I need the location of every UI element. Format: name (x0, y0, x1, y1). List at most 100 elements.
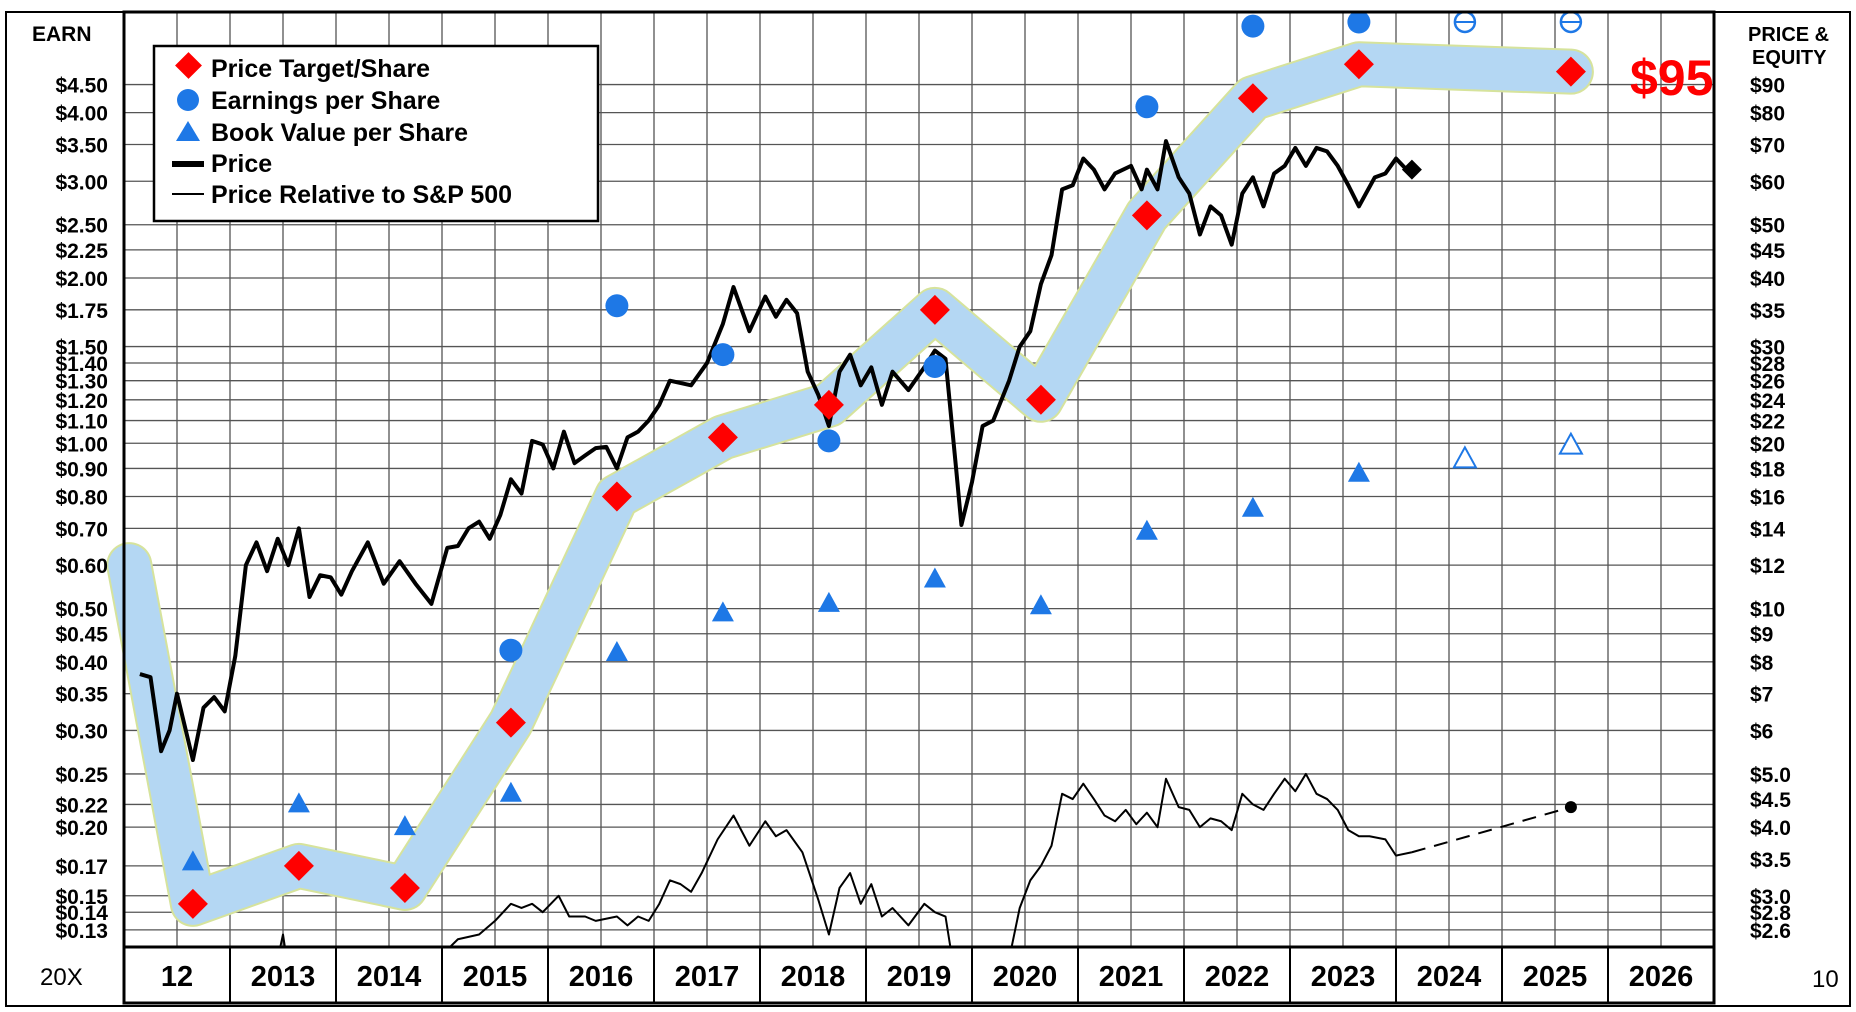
x-axis-label: 2025 (1523, 961, 1588, 993)
x-axis-label: 2014 (357, 961, 422, 993)
left-axis-title: EARN (32, 23, 92, 46)
right-tick-label: $9 (1750, 624, 1773, 647)
left-tick-label: $0.20 (55, 817, 108, 840)
price-line (139, 139, 1409, 763)
corner-left-label: 20X (40, 964, 83, 991)
right-axis-title-line1: PRICE & (1748, 24, 1829, 46)
left-tick-label: $0.22 (55, 794, 108, 817)
x-axis-label: 2018 (781, 961, 846, 993)
eps-circle (1241, 14, 1265, 38)
book-value-triangle (1135, 519, 1158, 540)
left-tick-label: $1.10 (55, 411, 108, 434)
target-band (106, 41, 1594, 927)
right-tick-label: $45 (1750, 240, 1785, 263)
price-target-diamond (813, 389, 844, 420)
right-tick-label: $18 (1750, 458, 1785, 481)
left-tick-label: $1.50 (55, 337, 108, 360)
right-tick-label: $90 (1750, 75, 1785, 98)
legend-label-book-value: Book Value per Share (211, 119, 468, 147)
right-tick-label: $8 (1750, 652, 1774, 675)
right-axis-title-line2: EQUITY (1752, 47, 1827, 69)
right-tick-label: $30 (1750, 337, 1785, 360)
book-value-triangle-projected (1452, 445, 1478, 469)
price-target-diamond (389, 872, 420, 903)
left-tick-label: $4.00 (55, 103, 108, 126)
x-axis-label: 2020 (993, 961, 1058, 993)
right-tick-label: $35 (1750, 300, 1785, 323)
left-tick-label: $3.00 (55, 171, 108, 194)
legend-label-price: Price (211, 150, 272, 178)
legend-label-eps: Earnings per Share (211, 87, 440, 115)
price-target-diamond (495, 707, 526, 738)
price-target-diamond (919, 294, 950, 325)
relative-line (279, 772, 1413, 947)
left-tick-label: $0.17 (55, 856, 108, 879)
relative-series (279, 772, 1577, 947)
right-tick-label: $26 (1750, 371, 1785, 394)
book-value-triangle (1241, 496, 1264, 517)
right-tick-label: $28 (1750, 353, 1785, 376)
left-tick-label: $2.50 (55, 215, 108, 238)
book-value-triangle-projected (1558, 431, 1584, 455)
x-axis-label: 2016 (569, 961, 634, 993)
right-tick-label: $5.0 (1750, 764, 1791, 787)
eps-circle (711, 343, 735, 367)
left-tick-label: $0.80 (55, 487, 108, 510)
price-target-diamond (283, 850, 314, 881)
left-tick-label: $0.25 (55, 764, 108, 787)
left-tick-label: $0.60 (55, 555, 108, 578)
x-axis-label: 2015 (463, 961, 528, 993)
book-value-triangle (1029, 594, 1052, 615)
legend: Price Target/Share Earnings per Share Bo… (152, 44, 600, 223)
book-value-triangle (287, 792, 310, 813)
left-axis-ticks: $4.50 $4.00 $3.50 $3.00 $2.50$2.25 $2.00 $1.75… (55, 75, 108, 943)
right-tick-label: $60 (1750, 171, 1785, 194)
left-tick-label: $0.14 (55, 902, 108, 925)
left-tick-label: $1.75 (55, 300, 108, 323)
corner-right-label: 10 (1812, 966, 1839, 993)
left-tick-label: $2.00 (55, 268, 108, 291)
x-axis-label: 2022 (1205, 961, 1270, 993)
right-tick-label: $22 (1750, 411, 1785, 434)
x-axis-label: 2026 (1629, 961, 1694, 993)
price-target-callout: $95 (1630, 50, 1713, 106)
right-tick-label: $16 (1750, 487, 1785, 510)
relative-projection-line (1411, 806, 1572, 854)
x-axis-label: 2019 (887, 961, 952, 993)
right-tick-label: $14 (1750, 518, 1785, 541)
left-tick-label: $0.70 (55, 518, 108, 541)
right-tick-label: $7 (1750, 684, 1773, 707)
left-tick-label: $0.40 (55, 652, 108, 675)
right-axis-ticks: $90$80$70$60$50$45$40$35$30$28$26$24$22$… (1750, 75, 1791, 943)
price-target-diamond (177, 888, 208, 919)
eps-circle (817, 429, 841, 453)
price-target-diamond (1343, 49, 1374, 80)
right-tick-label: $3.5 (1750, 849, 1791, 872)
right-tick-label: $24 (1750, 390, 1785, 413)
eps-circle (1135, 95, 1159, 119)
eps-series (499, 10, 1583, 662)
left-tick-label: $0.35 (55, 684, 108, 707)
legend-box (152, 44, 600, 223)
price-series (139, 139, 1422, 763)
legend-label-relative: Price Relative to S&P 500 (211, 181, 512, 209)
book-value-triangle (923, 567, 946, 588)
book-value-triangle (181, 850, 204, 871)
price-target-diamond (707, 422, 738, 453)
price-target-series (177, 49, 1586, 919)
eps-circle (923, 354, 947, 378)
x-axis-label: 2023 (1311, 961, 1376, 993)
right-tick-label: $3.0 (1750, 886, 1791, 909)
price-target-diamond (1131, 200, 1162, 231)
left-tick-label: $4.50 (55, 75, 108, 98)
left-tick-label: $1.40 (55, 353, 108, 376)
legend-label-price-target: Price Target/Share (211, 55, 430, 83)
book-value-triangle (499, 781, 522, 802)
legend-thick-line-icon (172, 161, 204, 167)
right-tick-label: $6 (1750, 720, 1773, 743)
right-tick-label: $2.6 (1750, 920, 1791, 943)
relative-projection-point (1564, 801, 1577, 814)
left-tick-label: $0.90 (55, 458, 108, 481)
book-value-triangle (393, 815, 416, 836)
